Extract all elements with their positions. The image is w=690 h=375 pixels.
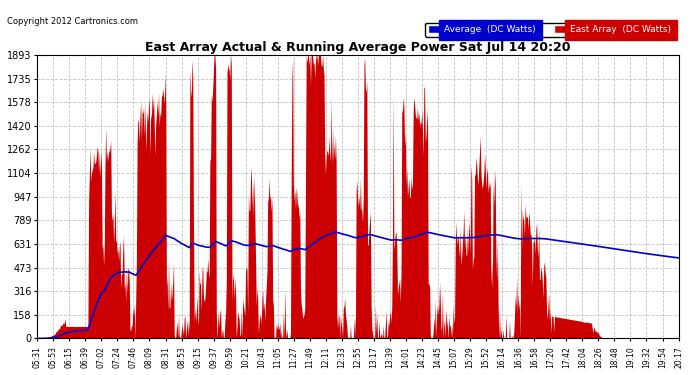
Text: Copyright 2012 Cartronics.com: Copyright 2012 Cartronics.com xyxy=(7,17,138,26)
Title: East Array Actual & Running Average Power Sat Jul 14 20:20: East Array Actual & Running Average Powe… xyxy=(145,41,571,54)
Legend: Average  (DC Watts), East Array  (DC Watts): Average (DC Watts), East Array (DC Watts… xyxy=(426,22,674,37)
